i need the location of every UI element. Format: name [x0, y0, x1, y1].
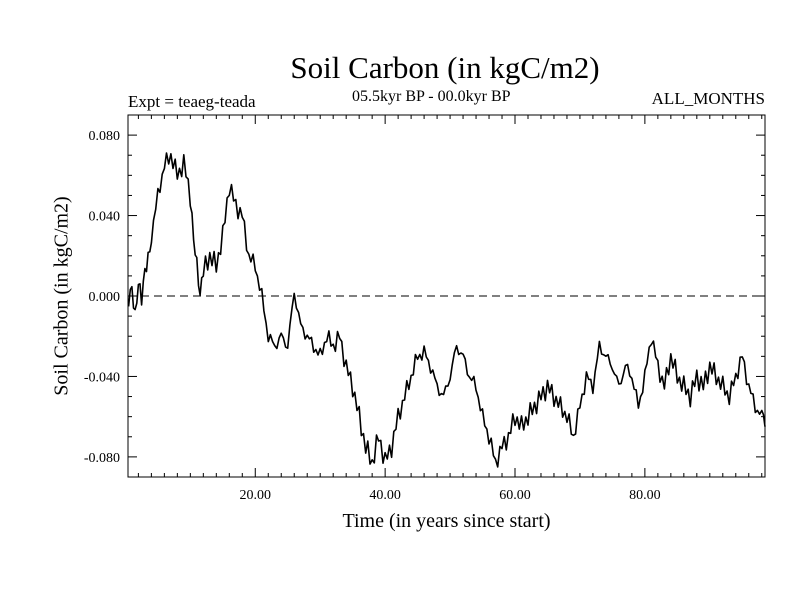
x-tick-label: 60.00 — [499, 488, 531, 503]
x-tick-label: 20.00 — [240, 488, 272, 503]
y-tick-label: 0.080 — [89, 129, 121, 144]
x-tick-label: 80.00 — [629, 488, 661, 503]
months-label: ALL_MONTHS — [651, 89, 765, 108]
x-axis-label: Time (in years since start) — [342, 510, 551, 532]
y-tick-label: -0.040 — [84, 370, 120, 385]
x-tick-label: 40.00 — [369, 488, 401, 503]
series-layer — [127, 152, 766, 468]
series-line — [127, 152, 766, 468]
y-tick-label: -0.080 — [84, 451, 120, 466]
y-tick-label: 0.040 — [89, 210, 121, 225]
chart-title: Soil Carbon (in kgC/m2) — [290, 50, 600, 85]
period-label: 05.5kyr BP - 00.0kyr BP — [352, 88, 511, 105]
experiment-label: Expt = teaeg-teada — [128, 92, 256, 111]
y-tick-label: 0.000 — [89, 290, 121, 305]
